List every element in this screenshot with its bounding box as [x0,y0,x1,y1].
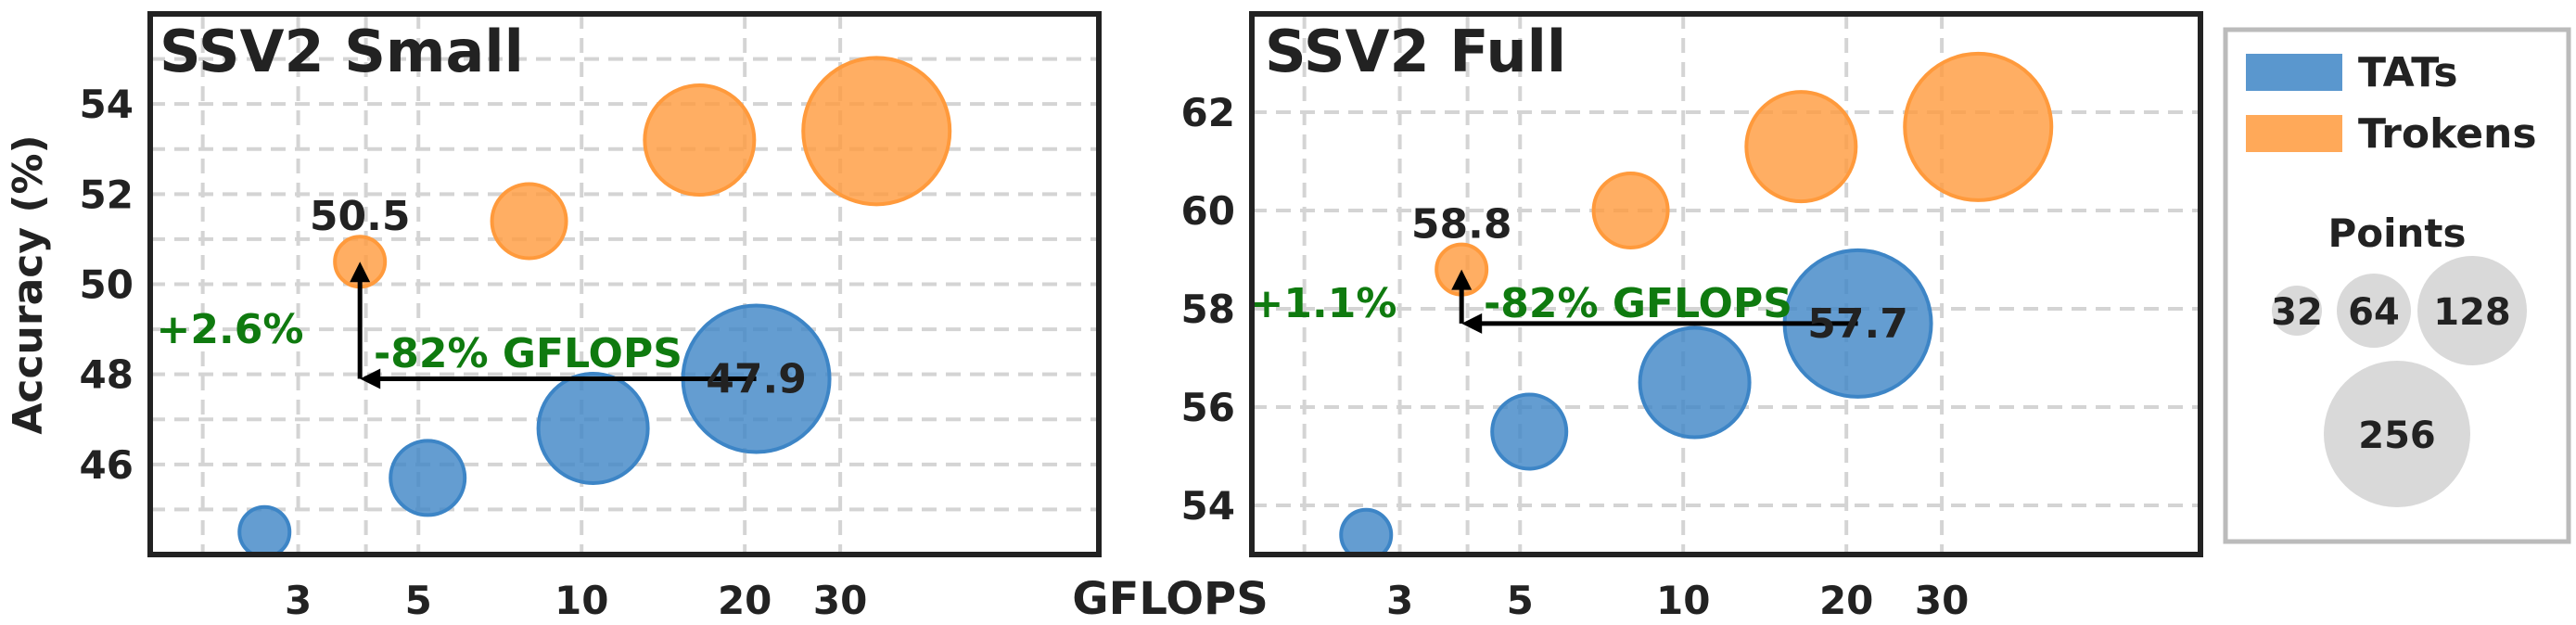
size-legend-circle-256 [2324,361,2470,507]
gflops-reduction-label: -82% GFLOPS [374,330,682,377]
bubble-trokens-128 [1744,90,1858,204]
x-tick-labels: 3 5 10 20 30 [285,578,867,623]
x-axis-label: GFLOPS [1072,573,1269,621]
accuracy-gain-label: +1.1% [1250,280,1397,327]
size-legend-circle-64 [2337,274,2411,348]
y-tick-label: 52 [80,172,134,217]
point-value-label: 50.5 [310,193,411,240]
size-legend-circle-128 [2417,256,2527,365]
arrow-accuracy-head [350,261,371,283]
bubble-trokens-64 [490,182,568,261]
bubble-trokens-256 [1903,51,2054,202]
gflops-reduction-label: -82% GFLOPS [1484,280,1792,327]
x-tick-label: 3 [285,578,312,621]
x-tick-label: 20 [718,578,772,621]
size-legend-label-256: 256 [2358,415,2436,457]
bubble-trokens-64 [1591,172,1670,249]
panel-ssv2-small: 3 5 10 20 30 46 48 50 52 54 50.5 47.9 +2.6% -82% GF… [5,11,1102,623]
panel-ssv2-full: 3 5 10 20 30 54 56 58 60 62 58.8 57.7 +1.1% -82% GF… [1181,11,2203,623]
x-tick-label: 30 [813,578,867,621]
legend-label-tats: TATs [2358,49,2458,96]
legend-label-trokens: Trokens [2358,110,2537,158]
bubble-tats-64 [389,439,467,517]
x-tick-labels: 3 5 10 20 30 [1386,578,1969,623]
x-tick-label: 20 [1819,578,1873,621]
y-tick-label: 50 [80,262,134,308]
point-value-label: 57.7 [1807,300,1908,348]
arrows [1451,269,1858,334]
arrow-accuracy-head [1451,269,1473,290]
point-labels: 58.8 57.7 +1.1% -82% GFLOPS [1250,201,1908,348]
arrows [350,261,757,389]
y-tick-label: 60 [1181,188,1235,234]
x-tick-label: 3 [1386,578,1413,621]
y-tick-labels: 46 48 50 52 54 [80,82,134,488]
bubble-trokens-128 [643,83,757,198]
y-tick-label: 54 [1181,483,1235,529]
bubble-tats-128 [536,371,650,485]
point-value-label: 47.9 [706,356,807,403]
point-value-label: 58.8 [1411,201,1512,249]
size-legend-circle-32 [2272,286,2322,336]
size-legend-label-128: 128 [2433,291,2511,334]
legend-size-title: Points [2327,210,2466,256]
y-tick-label: 46 [80,442,134,488]
panel-title: SSV2 Small [159,18,524,85]
y-tick-label: 56 [1181,385,1235,430]
y-tick-label: 58 [1181,287,1235,332]
accuracy-gain-label: +2.6% [157,306,304,353]
bubbles [237,56,952,555]
legend: TATs Trokens Points 32 64 128 256 [2223,27,2571,544]
y-axis-label: Accuracy (%) [5,134,52,434]
arrow-gflops-head [1461,312,1483,334]
point-labels: 50.5 47.9 +2.6% -82% GFLOPS [157,193,807,402]
arrow-gflops-head [360,368,381,389]
bubble-tats-32 [237,504,292,555]
bubble-tats-64 [1490,392,1569,471]
y-tick-label: 54 [80,82,134,127]
legend-swatch-tats [2246,54,2342,91]
y-tick-label: 62 [1181,90,1235,135]
y-tick-label: 48 [80,352,134,398]
legend-swatch-trokens [2246,115,2342,152]
bubble-tats-32 [1339,507,1394,555]
x-tick-label: 5 [1507,578,1534,621]
bubble-trokens-256 [801,56,952,207]
y-tick-labels: 54 56 58 60 62 [1181,90,1235,529]
x-tick-label: 10 [555,578,608,621]
bubble-tats-128 [1638,325,1752,440]
plot-frame [1249,11,2203,557]
x-tick-label: 30 [1915,578,1969,621]
x-tick-label: 10 [1656,578,1710,621]
plot-frame [147,11,1102,557]
x-tick-label: 5 [405,578,432,621]
size-legend-label-64: 64 [2348,291,2400,334]
panel-title: SSV2 Full [1265,18,1566,85]
size-legend: 32 64 128 256 [2271,256,2527,507]
size-legend-label-32: 32 [2271,291,2323,334]
